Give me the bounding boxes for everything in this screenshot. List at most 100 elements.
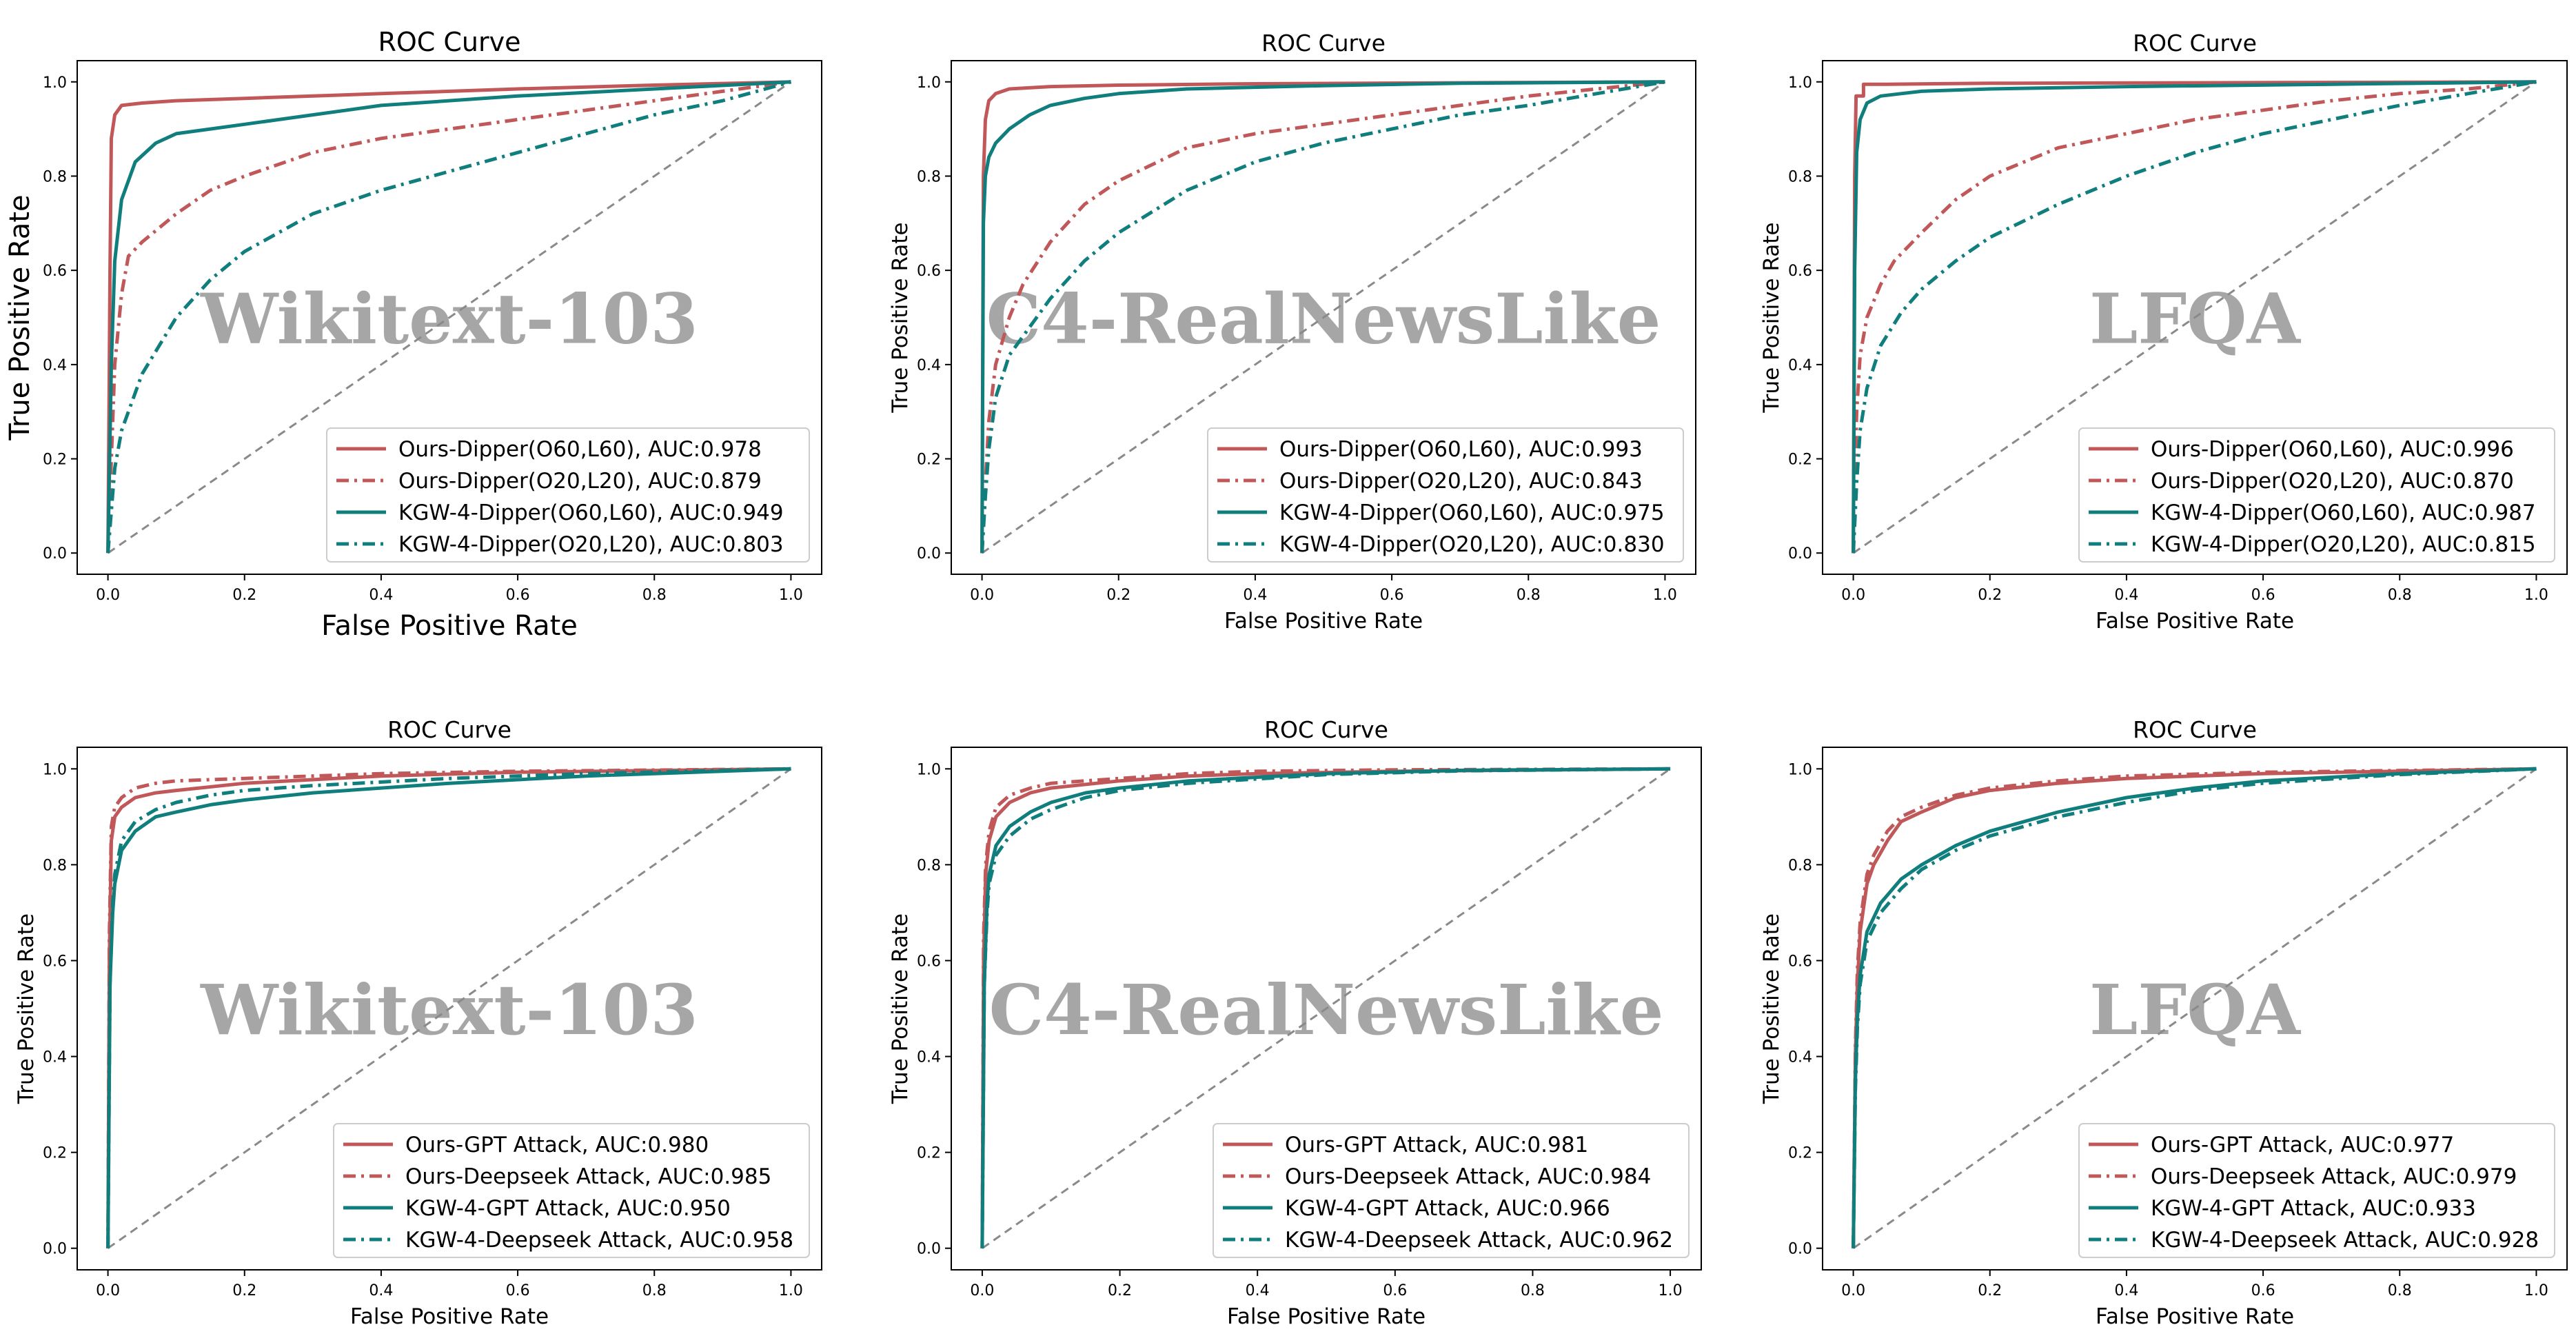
legend-entry-label: Ours-GPT Attack, AUC:0.980 — [405, 1133, 709, 1157]
y-axis-label: True Positive Rate — [1759, 913, 1784, 1104]
y-tick-label: 0.6 — [917, 263, 941, 280]
legend-box — [333, 1123, 810, 1258]
x-tick-label: 0.4 — [369, 1282, 393, 1299]
legend-entry-label: KGW-4-Deepseek Attack, AUC:0.958 — [405, 1228, 793, 1253]
series-line-1 — [1852, 80, 2537, 554]
plot-title: ROC Curve — [1264, 716, 1388, 743]
y-tick-label: 0.0 — [1788, 545, 1812, 563]
series-line-4 — [1852, 80, 2537, 554]
series-line-2 — [980, 767, 1671, 1248]
series-line-2 — [106, 767, 791, 1248]
x-tick-label: 0.4 — [1243, 587, 1267, 604]
x-tick-label: 0.2 — [1978, 587, 2002, 604]
y-tick-label: 0.6 — [43, 953, 67, 970]
legend-entry-label: KGW-4-Deepseek Attack, AUC:0.928 — [2151, 1228, 2539, 1253]
series-line-4 — [1852, 767, 2537, 1248]
x-tick-label: 0.8 — [1521, 1282, 1545, 1299]
legend-entry-label: KGW-4-Deepseek Attack, AUC:0.962 — [1285, 1228, 1673, 1253]
y-axis-label: True Positive Rate — [4, 194, 36, 441]
y-tick-label: 0.0 — [1788, 1241, 1812, 1258]
legend-entry-label: Ours-Deepseek Attack, AUC:0.985 — [405, 1164, 771, 1189]
plot-title: ROC Curve — [2133, 716, 2257, 743]
y-axis-label: True Positive Rate — [14, 913, 39, 1104]
y-tick-label: 0.2 — [1788, 1145, 1812, 1162]
x-tick-label: 0.8 — [642, 1282, 667, 1299]
x-tick-label: 1.0 — [779, 1282, 803, 1299]
y-tick-label: 0.2 — [917, 452, 941, 469]
x-tick-label: 0.2 — [1108, 1282, 1132, 1299]
legend-entry-label: KGW-4-Dipper(O60,L60), AUC:0.975 — [1279, 500, 1665, 525]
roc-panel-5: C4-RealNewsLike 0.0 0.2 0.4 0.6 0.8 1.0 0.0 0.2 0… — [888, 716, 1702, 1329]
x-axis-label: False Positive Rate — [350, 1304, 549, 1329]
axes-frame — [77, 747, 822, 1271]
x-tick-label: 0.0 — [96, 1282, 120, 1299]
x-tick-label: 0.2 — [1106, 587, 1130, 604]
roc-panel-2: C4-RealNewsLike 0.0 0.2 0.4 0.6 0.8 1.0 0.0 0.2 0… — [888, 30, 1696, 634]
chance-diagonal-line — [1852, 768, 2537, 1249]
series-line-3 — [106, 80, 791, 554]
legend-entry-label: KGW-4-GPT Attack, AUC:0.950 — [405, 1196, 731, 1221]
y-tick-label: 0.2 — [1788, 452, 1812, 469]
y-tick-label: 0.2 — [43, 1145, 67, 1162]
x-tick-label: 0.0 — [1841, 587, 1865, 604]
roc-panel-6: LFQA 0.0 0.2 0.4 0.6 0.8 1.0 0.0 0.2 0.4 0.6 0.8 1.0… — [1759, 716, 2568, 1329]
legend-entry-label: Ours-Dipper(O20,L20), AUC:0.870 — [2151, 469, 2514, 494]
legend-box — [1207, 427, 1684, 563]
y-tick-label: 0.0 — [917, 545, 941, 563]
chance-diagonal-line — [107, 768, 792, 1249]
plot-title: ROC Curve — [1261, 30, 1386, 57]
y-tick-label: 0.6 — [917, 953, 941, 970]
x-tick-label: 0.0 — [1841, 1282, 1865, 1299]
axes-frame — [951, 60, 1696, 575]
legend-entry-label: Ours-Dipper(O60,L60), AUC:0.993 — [1279, 437, 1643, 462]
dataset-watermark: C4-RealNewsLike — [989, 969, 1664, 1051]
x-tick-label: 0.2 — [232, 1282, 256, 1299]
y-tick-label: 1.0 — [917, 761, 941, 778]
y-tick-label: 0.4 — [43, 357, 67, 374]
y-tick-label: 0.8 — [1788, 168, 1812, 185]
y-tick-label: 0.8 — [917, 168, 941, 185]
series-line-1 — [106, 80, 791, 554]
y-axis-label: True Positive Rate — [1759, 222, 1784, 413]
x-tick-label: 0.0 — [970, 587, 994, 604]
series-line-1 — [106, 767, 791, 1248]
series-line-2 — [980, 80, 1665, 554]
y-tick-label: 0.4 — [43, 1049, 67, 1066]
dataset-watermark: C4-RealNewsLike — [986, 279, 1661, 360]
legend-entry-label: Ours-Dipper(O60,L60), AUC:0.978 — [398, 437, 762, 462]
x-tick-label: 0.8 — [2388, 587, 2412, 604]
y-tick-label: 0.2 — [43, 452, 67, 469]
y-tick-label: 0.8 — [1788, 857, 1812, 874]
y-tick-label: 0.6 — [43, 263, 67, 280]
series-line-2 — [1852, 80, 2537, 554]
series-line-2 — [106, 80, 791, 554]
legend: Ours-Dipper(O60,L60), AUC:0.993 Ours-Dipp… — [1207, 427, 1684, 563]
series-line-3 — [980, 80, 1665, 554]
y-tick-label: 0.8 — [43, 168, 67, 185]
legend: Ours-GPT Attack, AUC:0.980 Ours-Deepseek … — [333, 1123, 810, 1258]
y-tick-label: 0.2 — [917, 1145, 941, 1162]
legend-entry-label: KGW-4-Dipper(O20,L20), AUC:0.803 — [398, 532, 784, 557]
x-tick-label: 0.0 — [96, 587, 120, 604]
plot-title: ROC Curve — [378, 27, 520, 57]
x-tick-label: 0.2 — [1978, 1282, 2002, 1299]
y-tick-label: 0.0 — [43, 1241, 67, 1258]
x-tick-label: 1.0 — [1659, 1282, 1683, 1299]
series-line-1 — [980, 80, 1665, 554]
legend-entry-label: Ours-Dipper(O60,L60), AUC:0.996 — [2151, 437, 2514, 462]
legend-box — [326, 427, 810, 563]
legend-entry-label: Ours-Deepseek Attack, AUC:0.984 — [1285, 1164, 1651, 1189]
y-tick-label: 0.4 — [917, 1049, 941, 1066]
series-line-4 — [106, 767, 791, 1248]
roc-panel-3: LFQA 0.0 0.2 0.4 0.6 0.8 1.0 0.0 0.2 0.4 0.6 0.8 1.0… — [1759, 30, 2568, 634]
legend-box — [1213, 1123, 1690, 1258]
x-axis-label: False Positive Rate — [1224, 609, 1423, 634]
y-tick-label: 0.4 — [917, 357, 941, 374]
x-tick-label: 1.0 — [2524, 587, 2548, 604]
dataset-watermark: LFQA — [2089, 969, 2301, 1051]
x-tick-label: 0.8 — [2388, 1282, 2412, 1299]
series-line-3 — [106, 767, 791, 1248]
chance-diagonal-line — [982, 768, 1671, 1249]
chance-diagonal-line — [981, 81, 1666, 554]
legend-entry-label: KGW-4-Dipper(O20,L20), AUC:0.830 — [1279, 532, 1665, 557]
